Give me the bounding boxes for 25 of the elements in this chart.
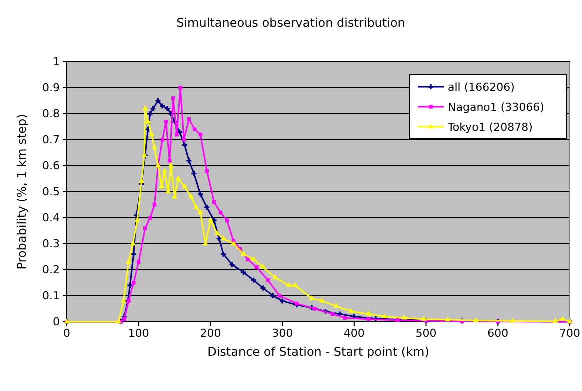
y-tick-label: 0.4 [42, 212, 60, 225]
y-tick-label: 0 [53, 316, 60, 329]
y-tick-label: 0.7 [42, 134, 60, 147]
legend-label: all (166206) [448, 81, 515, 94]
y-tick-label: 0.9 [42, 82, 60, 95]
x-tick-label: 500 [416, 326, 437, 340]
y-tick-label: 0.5 [42, 186, 60, 199]
x-tick-label: 100 [128, 326, 150, 340]
x-tick-label: 700 [560, 326, 580, 340]
legend-label: Nagano1 (33066) [448, 101, 544, 114]
x-tick-label: 400 [344, 326, 365, 340]
y-tick-label: 0.6 [42, 160, 60, 173]
x-tick-label: 200 [200, 326, 222, 340]
y-tick-label: 0.2 [42, 264, 60, 277]
y-tick-label: 0.3 [42, 238, 60, 251]
y-tick-label: 1 [53, 56, 60, 69]
x-tick-label: 300 [272, 326, 294, 340]
y-tick-label: 0.1 [42, 290, 60, 303]
y-tick-label: 0.8 [42, 108, 60, 121]
legend-label: Tokyo1 (20878) [447, 121, 533, 134]
x-axis-title: Distance of Station - Start point (km) [208, 345, 430, 359]
chart-title: Simultaneous observation distribution [176, 16, 406, 30]
x-tick-label: 0 [64, 326, 70, 340]
y-axis-title: Probability (%, 1 km step) [15, 114, 29, 270]
x-tick-label: 600 [488, 326, 509, 340]
